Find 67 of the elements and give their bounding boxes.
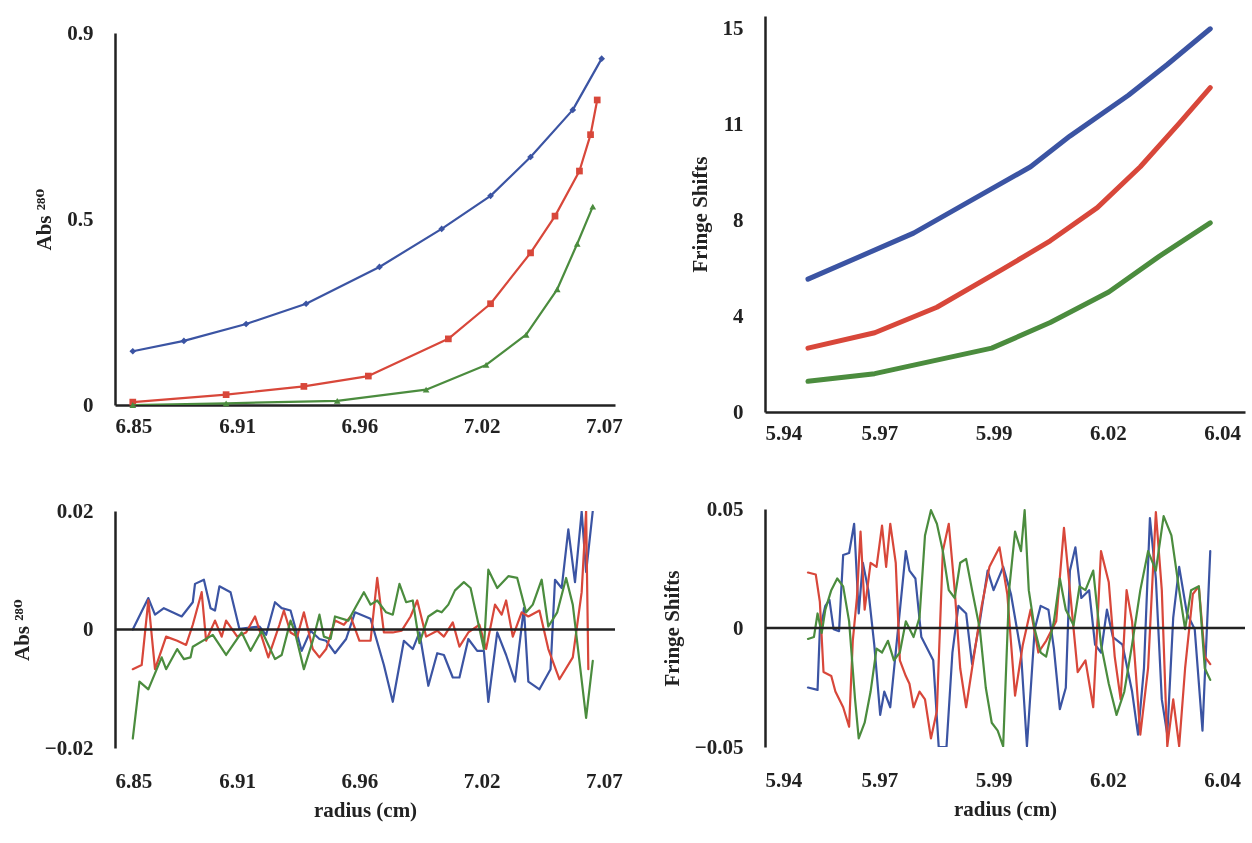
- point: [589, 203, 597, 210]
- point: [598, 55, 606, 62]
- x-tick-label: 7.02: [463, 768, 501, 793]
- x-tick-label: 6.02: [1089, 420, 1127, 445]
- x-tick-label: 5.99: [975, 767, 1013, 792]
- x-tick-label: 5.99: [975, 420, 1013, 445]
- point: [587, 131, 594, 139]
- y-tick-label: 0: [83, 392, 94, 417]
- point: [553, 286, 561, 293]
- x-tick-label: 6.85: [115, 768, 153, 793]
- point: [222, 400, 230, 407]
- y-tick-label: 0: [733, 615, 744, 640]
- y-axis-title: Abs ²⁸⁰: [9, 598, 34, 662]
- point: [522, 331, 530, 338]
- y-axis-title: Abs ²⁸⁰: [32, 188, 57, 251]
- point: [576, 167, 583, 175]
- y-tick-label: −0.02: [44, 735, 94, 760]
- point: [487, 192, 494, 200]
- x-tick-label: 6.04: [1204, 420, 1242, 445]
- x-tick-label: 6.85: [115, 413, 153, 438]
- point: [438, 225, 446, 233]
- point: [593, 96, 601, 104]
- x-tick-label: 7.07: [586, 413, 623, 438]
- point: [573, 240, 581, 247]
- point: [569, 106, 577, 114]
- x-axis-title: radius (cm): [313, 797, 418, 822]
- x-tick-label: 6.96: [341, 768, 379, 793]
- x-tick-label: 6.02: [1089, 767, 1127, 792]
- y-tick-label: 0.02: [56, 498, 94, 523]
- x-tick-label: 6.91: [219, 768, 257, 793]
- point: [300, 383, 308, 390]
- x-tick-label: 6.96: [341, 413, 379, 438]
- point: [242, 320, 250, 328]
- x-tick-label: 5.94: [765, 420, 803, 445]
- y-tick-label: 0.9: [67, 20, 94, 45]
- point: [487, 300, 494, 308]
- x-axis-title: radius (cm): [953, 796, 1058, 821]
- point: [527, 249, 534, 257]
- x-tick-label: 6.04: [1204, 767, 1242, 792]
- point: [222, 391, 230, 399]
- point: [422, 386, 430, 393]
- y-tick-label: 15: [722, 16, 744, 41]
- point: [333, 397, 341, 404]
- y-tick-label: 11: [723, 112, 744, 137]
- y-tick-label: −0.05: [694, 734, 744, 759]
- y-tick-label: 0: [733, 399, 744, 424]
- y-tick-label: 0.5: [67, 206, 94, 231]
- y-tick-label: 0.05: [706, 496, 744, 521]
- y-tick-label: 0: [83, 617, 94, 641]
- point: [482, 362, 490, 368]
- point: [180, 337, 188, 345]
- y-tick-label: 4: [733, 303, 744, 328]
- x-tick-label: 7.07: [586, 768, 623, 793]
- point: [444, 335, 452, 343]
- x-tick-label: 7.02: [463, 413, 501, 438]
- x-tick-label: 6.91: [219, 413, 257, 438]
- point: [129, 347, 137, 355]
- y-tick-label: 8: [733, 207, 744, 232]
- y-axis-title: Fringe Shifts: [687, 156, 712, 273]
- line-series: [131, 568, 594, 740]
- y-axis-title: Fringe Shifts: [659, 570, 684, 687]
- x-tick-label: 5.94: [765, 767, 803, 792]
- x-tick-label: 5.97: [861, 767, 899, 792]
- point: [302, 300, 310, 308]
- x-tick-label: 5.97: [861, 420, 899, 445]
- point: [364, 372, 372, 380]
- point: [129, 402, 137, 408]
